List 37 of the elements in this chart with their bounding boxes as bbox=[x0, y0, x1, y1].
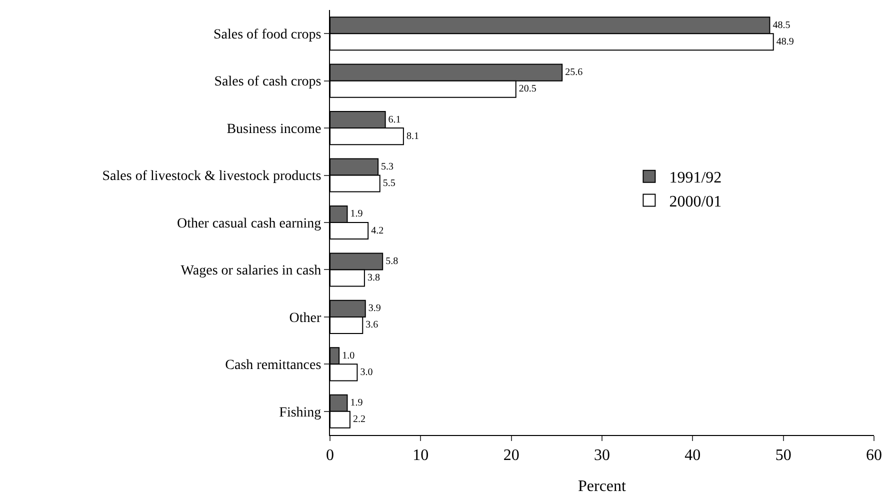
data-label: 20.5 bbox=[518, 84, 536, 95]
data-label: 1.0 bbox=[342, 350, 355, 362]
y-tick-label: Wages or salaries in cash bbox=[180, 264, 322, 279]
legend-label: 2000/01 bbox=[669, 193, 722, 210]
data-label: 8.1 bbox=[406, 130, 419, 142]
x-axis-title: Percent bbox=[578, 478, 627, 495]
y-tick-label: Business income bbox=[226, 122, 322, 137]
y-tick-label: Other casual cash earning bbox=[176, 216, 322, 232]
x-tick-label: 10 bbox=[412, 447, 429, 464]
data-label: 3.0 bbox=[360, 366, 373, 378]
x-tick-label: 0 bbox=[326, 447, 334, 464]
data-label: 5.5 bbox=[382, 178, 396, 190]
x-tick-label: 50 bbox=[775, 447, 792, 464]
data-label: 2.2 bbox=[352, 414, 366, 426]
x-tick-label: 40 bbox=[684, 447, 701, 464]
y-tick-label: Sales of cash crops bbox=[214, 74, 322, 90]
data-label: 4.2 bbox=[371, 225, 384, 236]
legend-label: 1991/92 bbox=[669, 170, 722, 187]
x-tick-label: 60 bbox=[866, 447, 882, 464]
data-label: 1.9 bbox=[350, 208, 363, 220]
data-label: 48.9 bbox=[776, 36, 794, 48]
data-label: 25.6 bbox=[565, 67, 583, 78]
data-label: 6.1 bbox=[388, 114, 401, 126]
data-label: 5.3 bbox=[381, 162, 394, 173]
y-tick-label: Sales of food crops bbox=[213, 28, 322, 43]
data-label: 3.6 bbox=[366, 320, 378, 331]
y-tick-label: Sales of livestock & livestock products bbox=[102, 169, 322, 184]
x-tick-label: 20 bbox=[503, 447, 520, 464]
y-tick-label: Fishing bbox=[279, 405, 322, 420]
data-label: 48.5 bbox=[772, 20, 790, 31]
y-tick-label: Cash remittances bbox=[225, 358, 322, 374]
y-tick-label: Other bbox=[289, 310, 322, 326]
data-label: 3.8 bbox=[367, 272, 380, 284]
data-label: 3.9 bbox=[368, 303, 381, 314]
x-tick-label: 30 bbox=[594, 447, 610, 464]
data-label: 1.9 bbox=[350, 398, 363, 409]
data-label: 5.8 bbox=[386, 256, 398, 267]
